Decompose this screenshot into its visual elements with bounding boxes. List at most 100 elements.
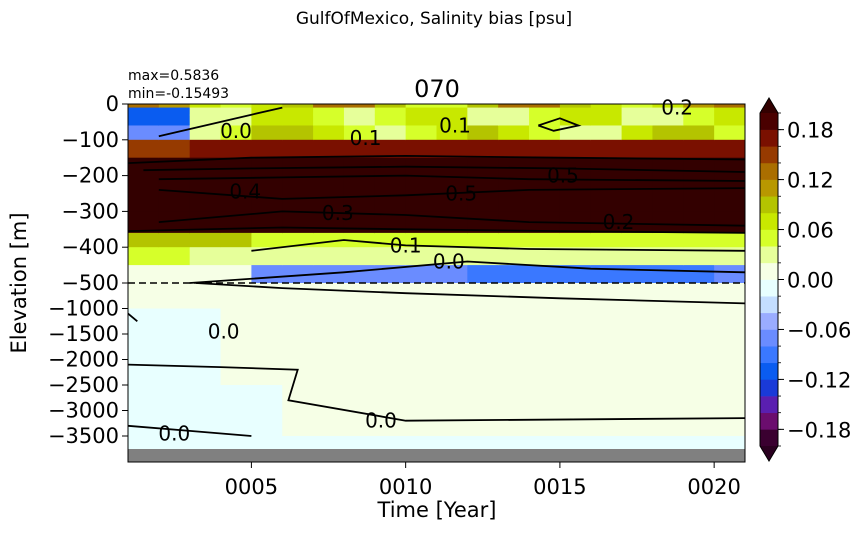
heatmap-cell (529, 334, 561, 360)
heatmap-cell (374, 175, 407, 194)
heatmap-cell (652, 265, 684, 284)
heatmap-cell (128, 308, 160, 335)
colorbar: −0.18 −0.12 −0.06 0.00 0.06 0.12 0.18 (759, 97, 851, 462)
heatmap-cell (189, 247, 222, 266)
heatmap-cell (374, 107, 407, 116)
heatmap-cell (436, 139, 468, 159)
heatmap-cell (498, 436, 530, 450)
heatmap-cell (343, 125, 376, 141)
heatmap-cell (590, 104, 623, 109)
y-tick-label: −1500 (48, 322, 119, 346)
heatmap-cell (529, 193, 561, 212)
heatmap-cell (683, 107, 715, 116)
colorbar-segment (760, 396, 778, 413)
heatmap-cell (559, 334, 592, 360)
heatmap-cell (158, 107, 191, 116)
heatmap-cell (498, 283, 530, 294)
heatmap-cell (189, 175, 222, 194)
heatmap-cell (621, 308, 653, 335)
heatmap-cell (282, 385, 314, 411)
heatmap-cell (251, 436, 283, 450)
heatmap-cell (220, 385, 252, 411)
heatmap-cell (158, 193, 191, 212)
heatmap-cell (282, 193, 314, 212)
heatmap-cell (313, 436, 345, 450)
heatmap-cell (590, 410, 623, 437)
heatmap-cell (128, 232, 160, 248)
heatmap-cell (158, 283, 191, 294)
contour-label: 0.0 (433, 250, 465, 274)
colorbar-tick-label: 0.18 (787, 119, 834, 143)
colorbar-segment (760, 362, 778, 380)
heatmap-cell (158, 232, 191, 248)
heatmap-cell (467, 247, 499, 266)
heatmap-cell (189, 232, 222, 248)
heatmap-cell (313, 283, 345, 294)
heatmap-cell (374, 247, 407, 266)
heatmap-cell (683, 283, 715, 294)
heatmap-cell (189, 107, 222, 116)
heatmap-cell (683, 359, 715, 386)
heatmap-cell (405, 385, 437, 411)
heatmap-cell (498, 139, 530, 159)
heatmap-cell (313, 175, 345, 194)
heatmap-cell (683, 308, 715, 335)
heatmap-cell (590, 334, 623, 360)
heatmap-cell (436, 385, 468, 411)
colorbar-tick-label: −0.12 (787, 368, 851, 392)
contour-label: 0.0 (365, 409, 397, 433)
heatmap-cell (189, 308, 222, 335)
heatmap-cell (714, 385, 746, 411)
contour-label: 0.5 (547, 164, 579, 188)
heatmap-cell (529, 232, 561, 248)
heatmap-cell (714, 193, 746, 212)
heatmap-cell (621, 436, 653, 450)
heatmap-cell (282, 139, 314, 159)
heatmap-cell (313, 265, 345, 284)
heatmap-cell (405, 247, 437, 266)
heatmap-cell (436, 308, 468, 335)
colorbar-extend-min (760, 446, 778, 461)
heatmap-cell (498, 211, 530, 234)
contour-label: 0.1 (390, 233, 422, 257)
heatmap-cell (436, 265, 468, 284)
heatmap-cell (128, 247, 160, 266)
heatmap-cell (498, 193, 530, 212)
heatmap-cell (467, 308, 499, 335)
y-tick-label: 0 (106, 92, 119, 116)
heatmap-cell (559, 359, 592, 386)
heatmap-cell (529, 436, 561, 450)
heatmap-cell (652, 125, 684, 141)
heatmap-cell (590, 308, 623, 335)
heatmap-cell (498, 385, 530, 411)
heatmap-cell (343, 232, 376, 248)
heatmap-cell (683, 175, 715, 194)
heatmap-cell (714, 283, 746, 294)
heatmap-cell (251, 334, 283, 360)
heatmap-cell (282, 175, 314, 194)
heatmap-cell (405, 232, 437, 248)
heatmap-cell (343, 175, 376, 194)
heatmap-cell (128, 157, 160, 177)
heatmap-cell (128, 359, 160, 386)
heatmap-cell (282, 334, 314, 360)
heatmap-cell (436, 436, 468, 450)
heatmap-cell (436, 232, 468, 248)
y-tick-label: −3500 (48, 424, 119, 448)
heatmap-cell (251, 385, 283, 411)
heatmap-cell (405, 283, 437, 294)
heatmap-cell (251, 232, 283, 248)
heatmap-cell (436, 283, 468, 294)
contour-label: 0.5 (445, 182, 477, 206)
heatmap-cell (128, 293, 160, 309)
heatmap-cell (313, 410, 345, 437)
colorbar-tick-label: 0.06 (787, 219, 834, 243)
heatmap-cell (189, 265, 222, 284)
heatmap-cell (220, 410, 252, 437)
heatmap-cell (714, 107, 746, 116)
x-tick-label: 0010 (379, 475, 432, 499)
heatmap-cell (714, 334, 746, 360)
heatmap-cell (313, 359, 345, 386)
heatmap-cell (467, 175, 499, 194)
colorbar-segment (760, 296, 778, 314)
